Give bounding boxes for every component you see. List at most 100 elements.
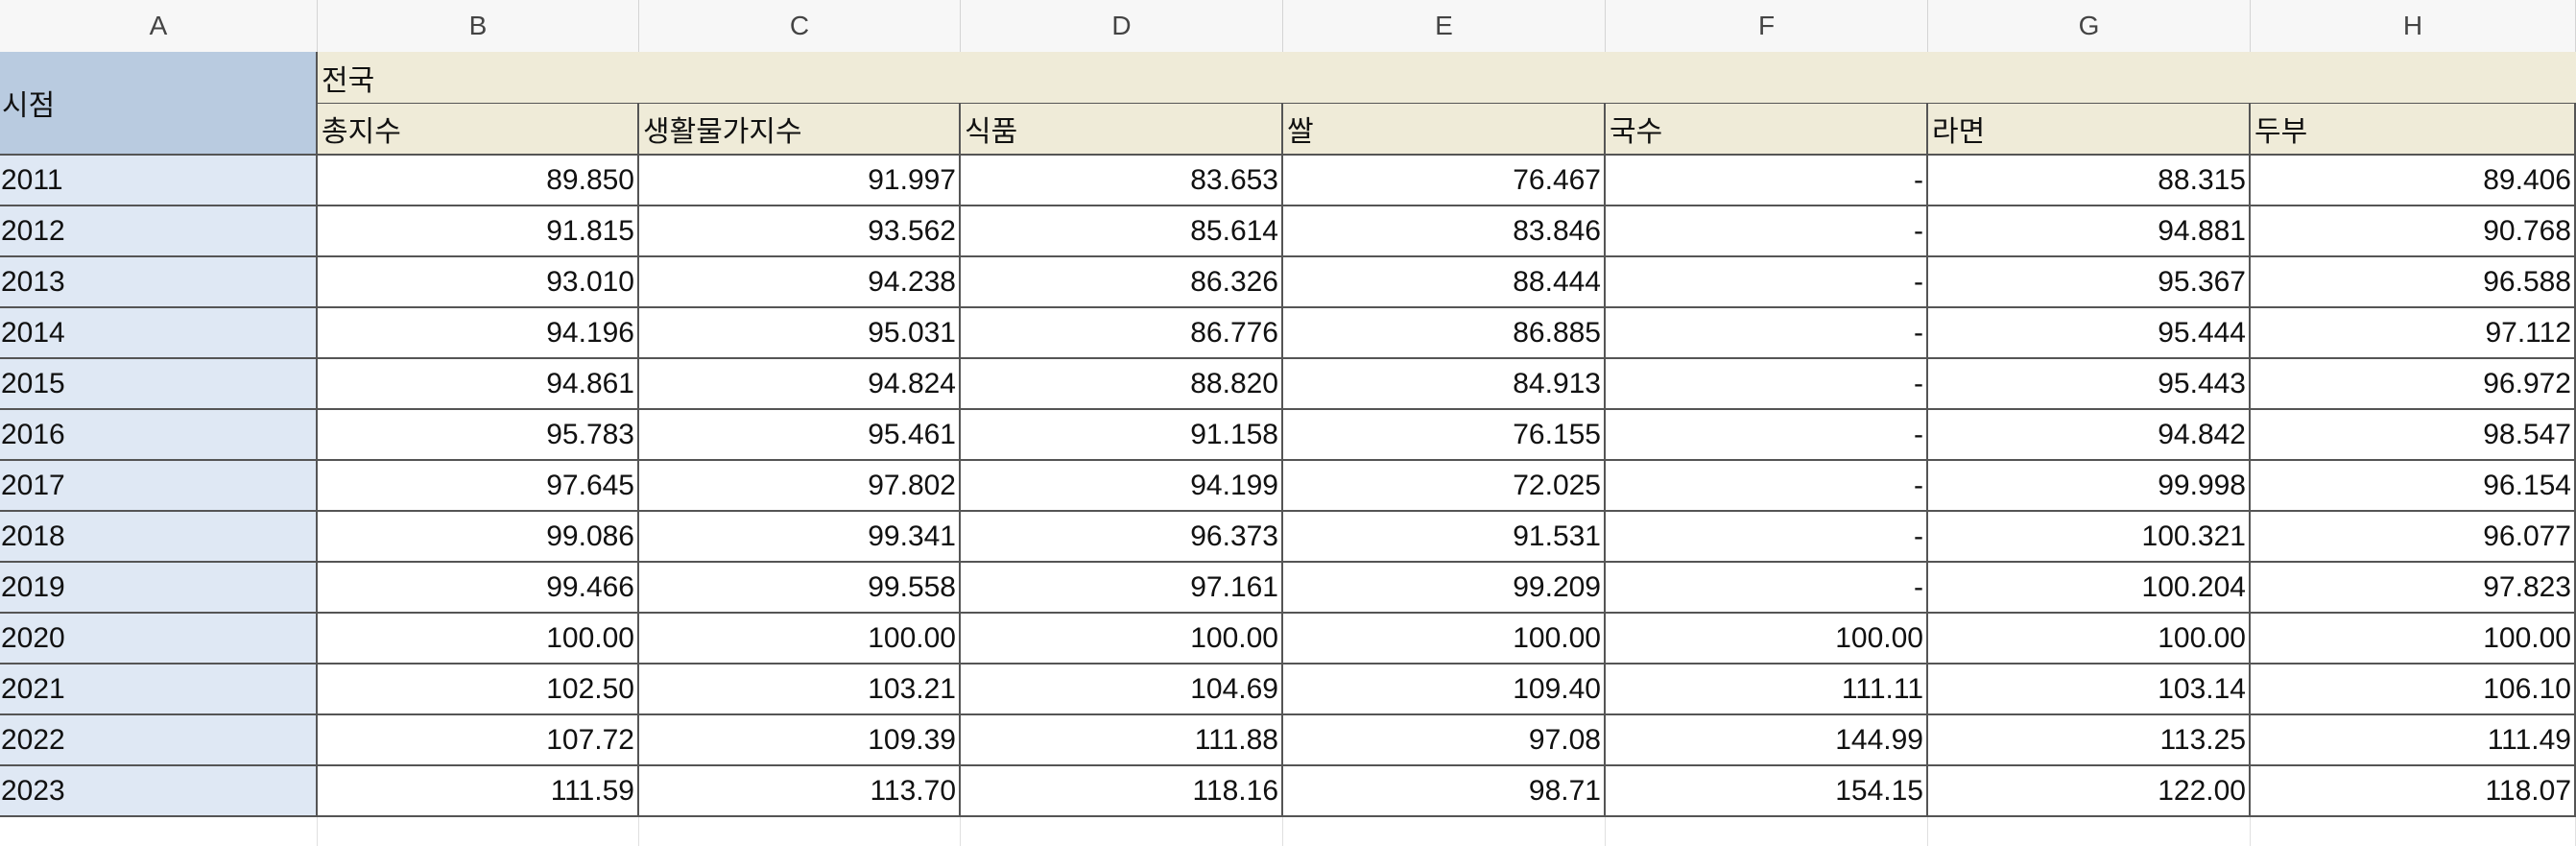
value-cell[interactable]: 99.466 [318,563,639,614]
value-cell[interactable]: 103.21 [639,665,961,715]
value-cell[interactable]: 111.11 [1606,665,1928,715]
value-cell[interactable]: 88.820 [961,359,1283,410]
value-cell[interactable]: 91.158 [961,410,1283,461]
value-cell[interactable]: 91.997 [639,156,961,206]
value-cell[interactable]: 86.776 [961,308,1283,359]
year-cell[interactable]: 2012 [0,206,318,257]
value-cell[interactable]: 118.16 [961,766,1283,817]
empty-cell[interactable] [2251,817,2576,846]
year-cell[interactable]: 2017 [0,461,318,512]
series-header-cell[interactable]: 국수 [1606,104,1928,156]
value-cell[interactable]: 99.341 [639,512,961,563]
value-cell[interactable]: 109.40 [1283,665,1606,715]
series-header-cell[interactable]: 두부 [2251,104,2576,156]
value-cell[interactable]: 111.59 [318,766,639,817]
column-header-b[interactable]: B [318,0,639,52]
value-cell[interactable]: 83.846 [1283,206,1606,257]
value-cell[interactable]: 95.783 [318,410,639,461]
value-cell[interactable]: 111.88 [961,715,1283,766]
column-header-a[interactable]: A [0,0,318,52]
value-cell[interactable]: - [1606,359,1928,410]
year-cell[interactable]: 2023 [0,766,318,817]
empty-cell[interactable] [0,817,318,846]
value-cell[interactable]: 94.861 [318,359,639,410]
value-cell[interactable]: 97.645 [318,461,639,512]
value-cell[interactable]: 100.00 [1928,614,2251,665]
empty-cell[interactable] [961,817,1283,846]
value-cell[interactable]: 93.562 [639,206,961,257]
year-cell[interactable]: 2013 [0,257,318,308]
value-cell[interactable]: 94.238 [639,257,961,308]
value-cell[interactable]: 98.71 [1283,766,1606,817]
value-cell[interactable]: 113.70 [639,766,961,817]
value-cell[interactable]: 99.086 [318,512,639,563]
empty-cell[interactable] [1283,817,1606,846]
series-header-cell[interactable]: 생활물가지수 [639,104,961,156]
value-cell[interactable]: 89.406 [2251,156,2576,206]
value-cell[interactable]: 98.547 [2251,410,2576,461]
value-cell[interactable]: 144.99 [1606,715,1928,766]
series-header-cell[interactable]: 식품 [961,104,1283,156]
year-cell[interactable]: 2011 [0,156,318,206]
year-cell[interactable]: 2022 [0,715,318,766]
empty-cell[interactable] [639,817,961,846]
value-cell[interactable]: 118.07 [2251,766,2576,817]
value-cell[interactable]: 93.010 [318,257,639,308]
value-cell[interactable]: 83.653 [961,156,1283,206]
column-header-e[interactable]: E [1283,0,1606,52]
value-cell[interactable]: - [1606,206,1928,257]
value-cell[interactable]: 72.025 [1283,461,1606,512]
value-cell[interactable]: 100.00 [639,614,961,665]
value-cell[interactable]: - [1606,461,1928,512]
value-cell[interactable]: 111.49 [2251,715,2576,766]
value-cell[interactable]: 76.155 [1283,410,1606,461]
value-cell[interactable]: 94.196 [318,308,639,359]
year-cell[interactable]: 2021 [0,665,318,715]
value-cell[interactable]: 96.588 [2251,257,2576,308]
value-cell[interactable]: 100.00 [1606,614,1928,665]
year-cell[interactable]: 2015 [0,359,318,410]
value-cell[interactable]: 96.154 [2251,461,2576,512]
empty-cell[interactable] [1606,817,1928,846]
value-cell[interactable]: 94.881 [1928,206,2251,257]
column-header-h[interactable]: H [2251,0,2576,52]
value-cell[interactable]: 100.00 [2251,614,2576,665]
value-cell[interactable]: 88.315 [1928,156,2251,206]
value-cell[interactable]: 106.10 [2251,665,2576,715]
column-header-d[interactable]: D [961,0,1283,52]
empty-cell[interactable] [1928,817,2251,846]
value-cell[interactable]: 96.972 [2251,359,2576,410]
value-cell[interactable]: 100.00 [318,614,639,665]
value-cell[interactable]: - [1606,257,1928,308]
value-cell[interactable]: 76.467 [1283,156,1606,206]
value-cell[interactable]: 88.444 [1283,257,1606,308]
value-cell[interactable]: 99.998 [1928,461,2251,512]
time-header-cell[interactable]: 시점 [0,52,318,156]
year-cell[interactable]: 2018 [0,512,318,563]
value-cell[interactable]: 91.531 [1283,512,1606,563]
column-header-g[interactable]: G [1928,0,2251,52]
value-cell[interactable]: 86.326 [961,257,1283,308]
value-cell[interactable]: - [1606,563,1928,614]
year-cell[interactable]: 2016 [0,410,318,461]
value-cell[interactable]: - [1606,512,1928,563]
value-cell[interactable]: 113.25 [1928,715,2251,766]
empty-cell[interactable] [318,817,639,846]
value-cell[interactable]: 122.00 [1928,766,2251,817]
value-cell[interactable]: - [1606,410,1928,461]
value-cell[interactable]: 104.69 [961,665,1283,715]
value-cell[interactable]: 109.39 [639,715,961,766]
year-cell[interactable]: 2019 [0,563,318,614]
value-cell[interactable]: 91.815 [318,206,639,257]
series-header-cell[interactable]: 라면 [1928,104,2251,156]
value-cell[interactable]: 99.209 [1283,563,1606,614]
value-cell[interactable]: 85.614 [961,206,1283,257]
column-header-c[interactable]: C [639,0,961,52]
value-cell[interactable]: 107.72 [318,715,639,766]
value-cell[interactable]: 95.444 [1928,308,2251,359]
value-cell[interactable]: - [1606,308,1928,359]
value-cell[interactable]: 96.077 [2251,512,2576,563]
value-cell[interactable]: 90.768 [2251,206,2576,257]
value-cell[interactable]: 102.50 [318,665,639,715]
value-cell[interactable]: 95.031 [639,308,961,359]
